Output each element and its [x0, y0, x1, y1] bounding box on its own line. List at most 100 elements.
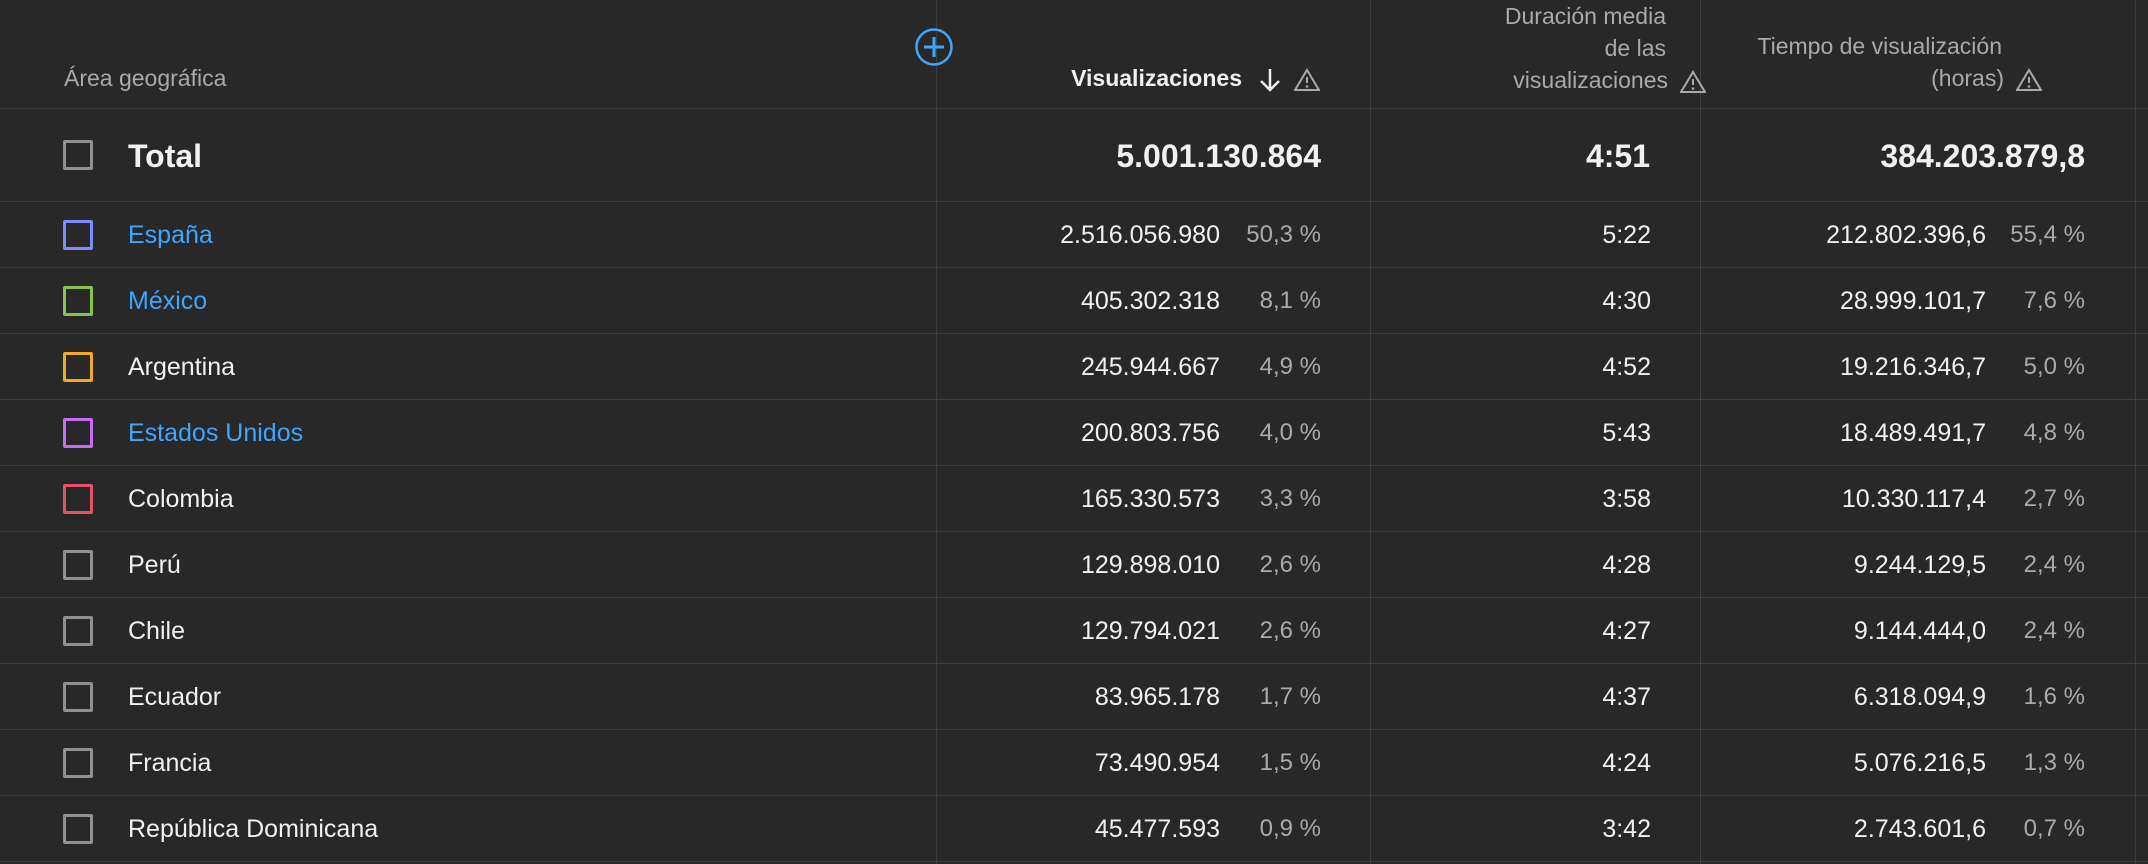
watch-time-percent: 1,3 %	[2023, 749, 2085, 776]
views-value: 83.965.178	[1094, 683, 1220, 711]
table-row[interactable]	[0, 334, 2148, 400]
watch-time-value: 6.318.094,9	[1853, 683, 1986, 711]
table-row[interactable]	[0, 730, 2148, 796]
watch-time-percent: 2,4 %	[2023, 551, 2085, 578]
warning-triangle-icon[interactable]	[1680, 69, 1706, 94]
watch-time-percent: 7,6 %	[2023, 287, 2085, 314]
row-checkbox[interactable]	[63, 748, 93, 778]
views-percent: 4,0 %	[1259, 419, 1321, 446]
views-percent: 2,6 %	[1259, 551, 1321, 578]
views-value: 129.898.010	[1080, 551, 1220, 579]
views-value: 245.944.667	[1080, 353, 1220, 381]
column-divider	[2135, 0, 2136, 864]
watch-time-percent: 2,7 %	[2023, 485, 2085, 512]
add-column-button[interactable]	[914, 27, 954, 67]
watch-time-percent: 1,6 %	[2023, 683, 2085, 710]
views-percent: 3,3 %	[1259, 485, 1321, 512]
watch-time-value: 5.076.216,5	[1853, 749, 1986, 777]
row-checkbox[interactable]	[63, 286, 93, 316]
avg-duration-value: 3:58	[1602, 485, 1651, 513]
table-row[interactable]	[0, 598, 2148, 664]
watch-time-header-line2: (horas)	[1931, 65, 2004, 91]
avg-duration-header-line3: visualizaciones	[1513, 67, 1668, 93]
views-value: 165.330.573	[1080, 485, 1220, 513]
avg-duration-value: 4:28	[1602, 551, 1651, 579]
country-name: Francia	[128, 749, 212, 777]
country-name: Argentina	[128, 353, 236, 381]
total-avg-duration: 4:51	[1585, 138, 1650, 174]
country-name: República Dominicana	[128, 815, 379, 843]
column-divider	[936, 0, 937, 864]
watch-time-value: 10.330.117,4	[1841, 485, 1986, 513]
watch-time-value: 28.999.101,7	[1840, 287, 1986, 315]
watch-time-percent: 4,8 %	[2023, 419, 2085, 446]
views-percent: 1,5 %	[1259, 749, 1321, 776]
avg-duration-header-line1: Duración media	[1504, 3, 1666, 29]
watch-time-value: 19.216.346,7	[1840, 353, 1986, 381]
column-divider	[1370, 0, 1371, 864]
total-watch-time: 384.203.879,8	[1880, 138, 2085, 174]
table-row[interactable]	[0, 202, 2148, 268]
views-value: 73.490.954	[1094, 749, 1220, 777]
avg-duration-value: 4:27	[1602, 617, 1651, 645]
views-percent: 0,9 %	[1259, 815, 1321, 842]
views-percent: 50,3 %	[1246, 221, 1321, 248]
country-name: Ecuador	[128, 683, 222, 711]
watch-time-value: 18.489.491,7	[1840, 419, 1986, 447]
warning-triangle-icon[interactable]	[2016, 67, 2042, 92]
views-column-header[interactable]: Visualizaciones	[1071, 62, 1320, 94]
table-header: Área geográfica Visualizaciones Duración…	[0, 0, 2148, 109]
row-checkbox[interactable]	[63, 418, 93, 448]
watch-time-percent: 5,0 %	[2023, 353, 2085, 380]
table-row[interactable]	[0, 664, 2148, 730]
warning-triangle-icon[interactable]	[1294, 67, 1320, 92]
avg-duration-value: 3:42	[1602, 815, 1651, 843]
country-name: Perú	[128, 551, 181, 579]
table-row[interactable]	[0, 466, 2148, 532]
avg-duration-value: 4:24	[1602, 749, 1651, 777]
avg-duration-value: 4:37	[1602, 683, 1651, 711]
country-name: Chile	[128, 617, 185, 645]
country-name[interactable]: México	[128, 287, 208, 315]
views-value: 405.302.318	[1080, 287, 1220, 315]
watch-time-value: 2.743.601,6	[1853, 815, 1986, 843]
table-row[interactable]	[0, 796, 2148, 862]
table-row[interactable]	[0, 532, 2148, 598]
watch-time-percent: 2,4 %	[2023, 617, 2085, 644]
row-checkbox[interactable]	[63, 814, 93, 844]
row-checkbox[interactable]	[63, 484, 93, 514]
column-divider	[1700, 0, 1701, 864]
country-name[interactable]: España	[128, 221, 213, 249]
table-row[interactable]	[0, 268, 2148, 334]
row-checkbox[interactable]	[63, 550, 93, 580]
total-row	[0, 109, 2148, 202]
watch-time-column-header[interactable]: Tiempo de visualización (horas)	[1757, 30, 2042, 94]
views-percent: 1,7 %	[1259, 683, 1321, 710]
views-header-label: Visualizaciones	[1071, 65, 1242, 91]
watch-time-percent: 0,7 %	[2023, 815, 2085, 842]
table-row[interactable]	[0, 400, 2148, 466]
views-percent: 4,9 %	[1259, 353, 1321, 380]
watch-time-percent: 55,4 %	[2010, 221, 2085, 248]
row-checkbox[interactable]	[63, 352, 93, 382]
views-value: 129.794.021	[1080, 617, 1220, 645]
avg-duration-column-header[interactable]: Duración media de las visualizaciones	[1505, 0, 1706, 96]
row-checkbox[interactable]	[63, 220, 93, 250]
country-name[interactable]: Estados Unidos	[128, 419, 304, 447]
total-checkbox[interactable]	[63, 140, 93, 170]
total-label: Total	[128, 138, 203, 174]
region-column-header[interactable]: Área geográfica	[64, 65, 227, 91]
views-value: 45.477.593	[1094, 815, 1220, 843]
watch-time-header-line1: Tiempo de visualización	[1757, 33, 2002, 59]
country-name: Colombia	[128, 485, 234, 513]
watch-time-value: 9.244.129,5	[1853, 551, 1986, 579]
arrow-down-icon[interactable]	[1258, 67, 1282, 93]
row-checkbox[interactable]	[63, 682, 93, 712]
views-value: 200.803.756	[1080, 419, 1220, 447]
avg-duration-value: 5:22	[1602, 221, 1651, 249]
views-value: 2.516.056.980	[1060, 221, 1220, 249]
views-percent: 8,1 %	[1259, 287, 1321, 314]
watch-time-value: 212.802.396,6	[1826, 221, 1986, 249]
row-checkbox[interactable]	[63, 616, 93, 646]
